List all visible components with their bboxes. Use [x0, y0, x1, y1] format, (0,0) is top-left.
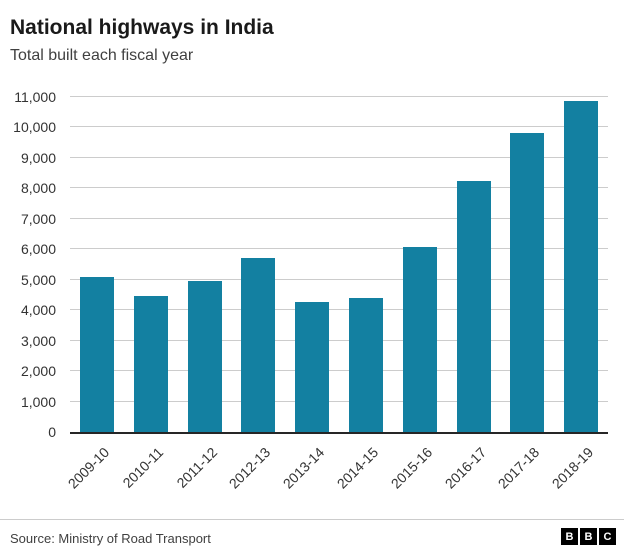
y-axis-tick-label: 8,000 [20, 180, 56, 197]
bar-2014-15 [348, 297, 383, 432]
gridline [70, 187, 608, 189]
y-axis-tick-label: 2,000 [20, 363, 56, 380]
bar-2018-19 [564, 101, 599, 432]
plot-area [70, 96, 608, 434]
source-text: Source: Ministry of Road Transport [10, 531, 211, 546]
bbc-logo-block: C [599, 528, 616, 545]
y-axis-tick-label: 3,000 [20, 332, 56, 349]
gridline [70, 248, 608, 250]
x-axis: 2009-10 2010-11 2011-12 2012-13 2013-14 2014-… [65, 434, 618, 512]
y-axis-tick-label: 0 [48, 424, 56, 440]
bar-2017-18 [510, 132, 545, 432]
y-axis-tick-label: 10,000 [13, 119, 56, 136]
footer-divider [0, 519, 624, 520]
y-axis-tick-label: 1,000 [20, 393, 56, 410]
bar-2009-10 [79, 276, 114, 432]
y-axis-tick-label: 7,000 [20, 210, 56, 227]
bar-2015-16 [402, 247, 437, 432]
bar-2010-11 [133, 296, 168, 432]
y-axis: 0 1,000 2,000 3,000 4,000 5,000 6,000 7,000 8,00… [0, 88, 62, 448]
bar-2013-14 [295, 302, 330, 432]
gridline [70, 400, 608, 402]
bbc-logo-block: B [561, 528, 578, 545]
y-axis-tick-label: 9,000 [20, 149, 56, 166]
y-axis-tick-label: 6,000 [20, 241, 56, 258]
y-axis-tick-label: 4,000 [20, 302, 56, 319]
gridline [70, 309, 608, 311]
chart-title: National highways in India [10, 16, 274, 39]
gridline [70, 156, 608, 158]
bbc-logo-block: B [580, 528, 597, 545]
y-axis-tick-label: 11,000 [14, 89, 56, 105]
gridline [70, 126, 608, 128]
gridline [70, 370, 608, 372]
gridline [70, 217, 608, 219]
bar-2016-17 [456, 181, 491, 432]
bar-2011-12 [187, 280, 222, 432]
gridline [70, 278, 608, 280]
gridline [70, 96, 608, 97]
y-axis-tick-label: 5,000 [20, 271, 56, 288]
chart-subtitle: Total built each fiscal year [10, 47, 194, 64]
bar-chart: 0 1,000 2,000 3,000 4,000 5,000 6,000 7,000 8,00… [0, 88, 624, 512]
bar-2012-13 [241, 257, 276, 432]
gridline [70, 339, 608, 341]
